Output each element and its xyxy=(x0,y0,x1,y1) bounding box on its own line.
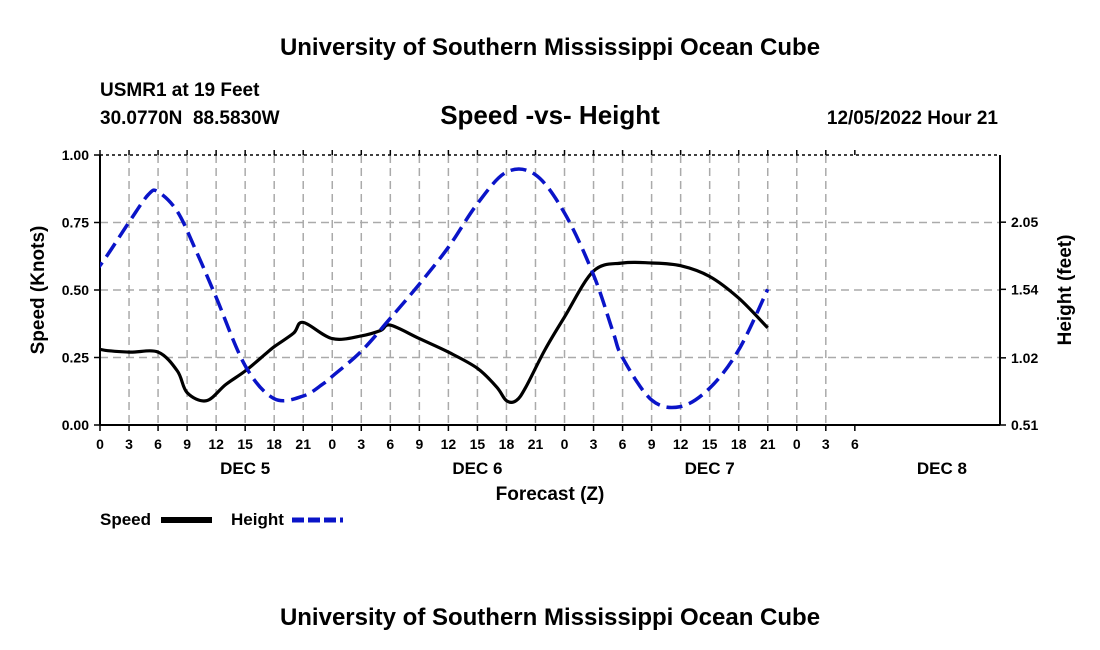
right-tick-label: 0.51 xyxy=(1011,417,1038,433)
left-tick-label: 1.00 xyxy=(62,147,89,163)
left-tick-label: 0.00 xyxy=(62,417,89,433)
x-tick-label: 12 xyxy=(441,436,457,452)
x-tick-label: 21 xyxy=(760,436,776,452)
right-tick-label: 1.54 xyxy=(1011,281,1038,297)
x-day-label: DEC 6 xyxy=(452,459,502,478)
x-day-label: DEC 8 xyxy=(917,459,967,478)
series-line-height xyxy=(100,167,770,410)
x-tick-label: 18 xyxy=(499,436,515,452)
series-line-speed xyxy=(100,260,769,404)
x-tick-label: 9 xyxy=(648,436,656,452)
x-tick-label: 3 xyxy=(590,436,598,452)
x-tick-label: 15 xyxy=(237,436,253,452)
x-tick-label: 6 xyxy=(851,436,859,452)
x-tick-label: 15 xyxy=(470,436,486,452)
chart-title: Speed -vs- Height xyxy=(440,100,660,130)
left-axis-title: Speed (Knots) xyxy=(28,226,49,355)
header-title: University of Southern Mississippi Ocean… xyxy=(280,34,820,61)
x-tick-label: 0 xyxy=(96,436,104,452)
x-tick-label: 9 xyxy=(183,436,191,452)
x-tick-label: 9 xyxy=(415,436,423,452)
date-label: 12/05/2022 Hour 21 xyxy=(827,108,999,129)
x-day-label: DEC 5 xyxy=(220,459,270,478)
footer-title: University of Southern Mississippi Ocean… xyxy=(280,604,820,631)
x-tick-label: 12 xyxy=(208,436,224,452)
legend: Speed Height xyxy=(100,510,343,529)
left-tick-label: 0.25 xyxy=(62,350,89,366)
grid xyxy=(100,155,1000,425)
axes xyxy=(94,150,1006,431)
x-tick-label: 0 xyxy=(328,436,336,452)
legend-speed-label: Speed xyxy=(100,510,151,529)
x-tick-label: 3 xyxy=(125,436,133,452)
left-tick-label: 0.50 xyxy=(62,282,89,298)
x-tick-label: 6 xyxy=(386,436,394,452)
coordinates-label: 30.0770N 88.5830W xyxy=(100,108,280,129)
x-tick-label: 15 xyxy=(702,436,718,452)
legend-height-label: Height xyxy=(231,510,284,529)
x-tick-label: 21 xyxy=(295,436,311,452)
x-tick-label: 3 xyxy=(357,436,365,452)
right-tick-label: 2.05 xyxy=(1011,214,1038,230)
left-tick-label: 0.75 xyxy=(62,215,89,231)
right-tick-label: 1.02 xyxy=(1011,350,1038,366)
x-tick-label: 0 xyxy=(561,436,569,452)
x-day-label: DEC 7 xyxy=(685,459,735,478)
x-tick-label: 6 xyxy=(154,436,162,452)
x-tick-label: 6 xyxy=(619,436,627,452)
x-tick-label: 18 xyxy=(266,436,282,452)
station-label: USMR1 at 19 Feet xyxy=(100,80,260,101)
x-tick-label: 3 xyxy=(822,436,830,452)
tick-labels: 0 3 6 9 12 15 18 21 0 3 6 9 12 15 18 21 0 3 6 9 12 15 18 21 0 3 6 D… xyxy=(62,147,1039,478)
x-tick-label: 12 xyxy=(673,436,689,452)
right-axis-title: Height (feet) xyxy=(1055,235,1076,346)
x-tick-label: 0 xyxy=(793,436,801,452)
x-tick-label: 21 xyxy=(528,436,544,452)
x-axis-title: Forecast (Z) xyxy=(496,484,605,505)
series xyxy=(100,167,770,410)
x-tick-label: 18 xyxy=(731,436,747,452)
